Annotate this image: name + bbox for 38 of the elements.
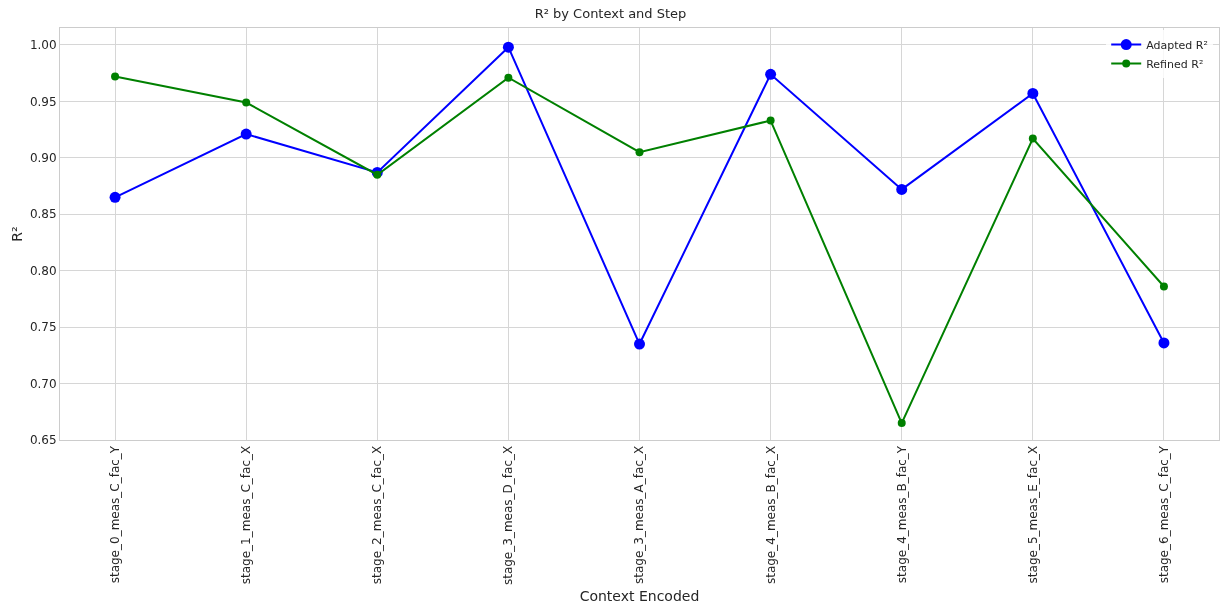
y-tick-label: 0.90 — [29, 151, 57, 166]
point — [1028, 134, 1037, 143]
point — [765, 68, 777, 80]
y-tick-label: 0.65 — [29, 433, 57, 448]
point — [634, 338, 645, 350]
point — [896, 183, 908, 195]
point — [504, 73, 513, 82]
y-tick-label: 0.70 — [29, 376, 57, 391]
x-axis-title: Context Encoded — [579, 588, 700, 604]
point — [242, 98, 251, 107]
point — [1159, 282, 1168, 291]
chart-title: R² by Context and Step — [534, 6, 687, 22]
y-tick-label: 0.85 — [29, 207, 57, 222]
x-tick-label: stage_1_meas_C_fac_X — [239, 445, 254, 585]
y-tick-label: 0.75 — [29, 320, 57, 335]
x-tick-label: stage_2_meas_C_fac_X — [370, 445, 385, 585]
point — [766, 116, 775, 125]
x-tick-label: stage_6_meas_C_fac_Y — [1156, 445, 1171, 584]
y-tick-label: 1.00 — [29, 38, 57, 53]
point — [109, 191, 121, 203]
point — [502, 41, 514, 53]
x-tick-label: stage_3_meas_A_fac_X — [632, 445, 647, 585]
legend-label: Adapted R² — [1146, 38, 1208, 52]
point — [1027, 87, 1039, 99]
point — [635, 148, 644, 157]
x-tick-label: stage_5_meas_E_fac_X — [1025, 445, 1040, 584]
y-axis-title: R² — [9, 226, 25, 242]
point — [111, 72, 120, 81]
y-tick-label: 0.80 — [29, 263, 57, 278]
x-tick-label: stage_0_meas_C_fac_Y — [107, 445, 122, 584]
x-tick-label: stage_4_meas_B_fac_Y — [894, 445, 909, 584]
x-tick-label: stage_3_meas_D_fac_X — [501, 445, 516, 586]
point — [240, 128, 252, 140]
x-tick-label: stage_4_meas_B_fac_X — [763, 445, 778, 585]
y-tick-label: 0.95 — [29, 94, 57, 109]
point — [897, 419, 906, 428]
point — [1158, 337, 1170, 349]
legend-label: Refined R² — [1146, 57, 1204, 71]
